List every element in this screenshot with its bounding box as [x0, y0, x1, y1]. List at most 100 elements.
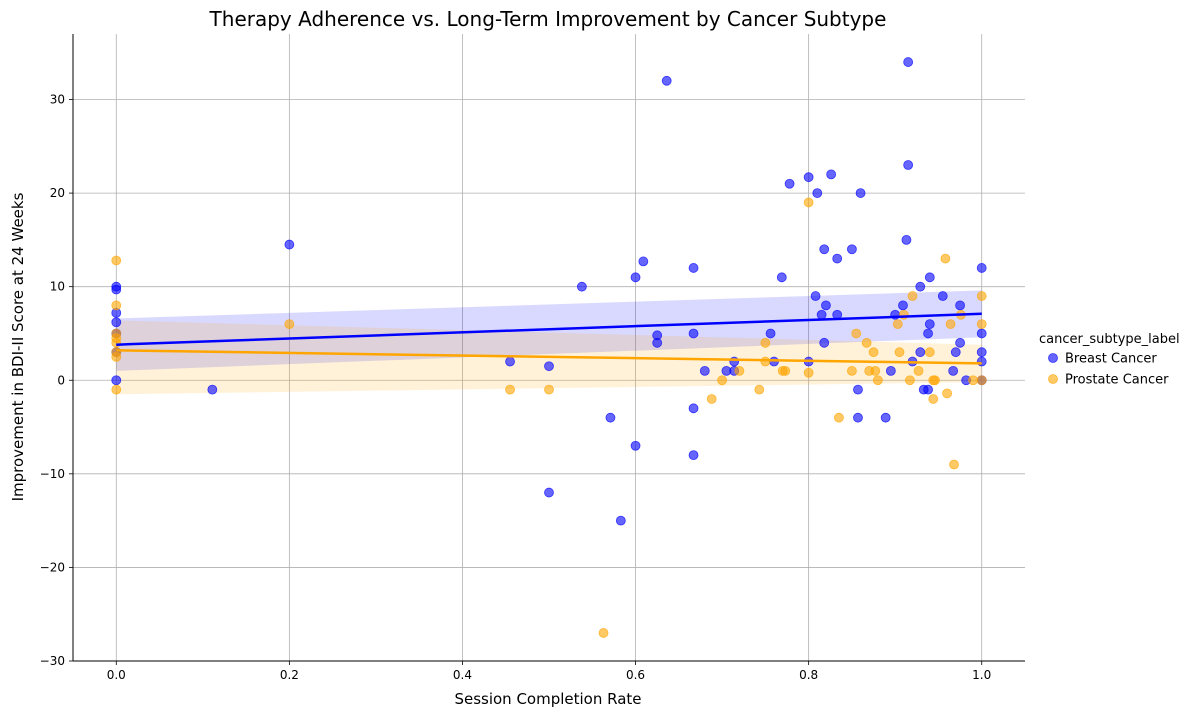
- breast-cancer-point: [505, 356, 515, 367]
- prostate-cancer-point: [861, 337, 872, 348]
- prostate-cancer-point: [111, 337, 122, 348]
- prostate-cancer-point: [968, 375, 978, 386]
- breast-cancer-point: [765, 328, 776, 339]
- y-tick-label: 10: [50, 280, 65, 294]
- prostate-cancer-point: [847, 365, 857, 376]
- prostate-cancer-point: [930, 375, 940, 386]
- breast-cancer-point: [812, 188, 823, 198]
- breast-cancer-point: [976, 347, 987, 358]
- prostate-cancer-point: [942, 388, 953, 399]
- breast-cancer-point: [111, 317, 122, 328]
- prostate-cancer-point: [904, 375, 915, 386]
- breast-cancer-point: [776, 272, 787, 283]
- breast-cancer-point: [688, 263, 699, 273]
- legend-label-prostate-cancer: Prostate Cancer: [1065, 373, 1169, 388]
- prostate-cancer-point: [803, 367, 814, 378]
- y-tick-label: 20: [50, 186, 65, 200]
- prostate-cancer-point: [976, 375, 987, 386]
- prostate-cancer-point: [851, 328, 862, 339]
- breast-cancer-point: [630, 272, 641, 283]
- breast-cancer-point: [950, 347, 961, 358]
- breast-cancer-point: [924, 272, 935, 283]
- breast-cancer-point: [976, 328, 987, 339]
- prostate-cancer-point: [892, 319, 903, 330]
- prostate-cancer-point: [872, 375, 883, 386]
- breast-cancer-point: [903, 160, 914, 170]
- breast-cancer-point: [915, 347, 926, 358]
- prostate-cancer-point: [976, 319, 987, 330]
- breast-cancer-point: [630, 440, 641, 451]
- prostate-cancer-point: [907, 291, 918, 301]
- legend-marker-prostate-cancer: [1048, 374, 1058, 384]
- breast-cancer-point: [207, 384, 218, 395]
- prostate-cancer-point: [111, 384, 122, 395]
- axes: [69, 34, 1025, 665]
- x-tick-label: 0.6: [626, 668, 645, 682]
- prostate-cancer-point: [111, 255, 122, 266]
- breast-cancer-point: [688, 450, 699, 461]
- chart-title: Therapy Adherence vs. Long-Term Improvem…: [209, 7, 887, 31]
- breast-cancer-confidence-band: [116, 290, 982, 371]
- breast-cancer-point: [937, 291, 948, 301]
- breast-cancer-point: [948, 365, 959, 376]
- y-tick-label: −30: [40, 654, 65, 668]
- breast-cancer-point: [652, 337, 663, 348]
- prostate-cancer-point: [544, 384, 554, 395]
- prostate-cancer-point: [284, 319, 295, 330]
- breast-cancer-point: [853, 412, 863, 423]
- breast-cancer-point: [915, 281, 926, 292]
- y-axis-title: Improvement in BDI-II Score at 24 Weeks: [9, 192, 27, 501]
- x-tick-label: 0.4: [453, 668, 472, 682]
- x-axis-title: Session Completion Rate: [454, 690, 641, 708]
- breast-cancer-point: [784, 178, 795, 189]
- prostate-cancer-point: [870, 365, 881, 376]
- breast-cancer-point: [819, 337, 830, 348]
- regression-lines: [116, 312, 982, 365]
- breast-cancer-point: [615, 515, 626, 526]
- breast-cancer-point: [699, 365, 710, 376]
- y-tick-label: 30: [50, 93, 65, 107]
- prostate-cancer-point: [924, 347, 935, 358]
- prostate-cancer-point: [505, 384, 515, 395]
- prostate-cancer-point: [949, 459, 959, 470]
- breast-cancer-point: [976, 263, 987, 273]
- prostate-cancer-point: [706, 394, 717, 404]
- prostate-cancer-point: [894, 347, 905, 358]
- y-tick-label: −10: [40, 467, 65, 481]
- breast-cancer-point: [810, 291, 821, 301]
- breast-cancer-point: [821, 300, 831, 311]
- breast-cancer-point: [976, 356, 987, 367]
- breast-cancer-point: [955, 300, 965, 311]
- x-tick-label: 0.2: [280, 668, 299, 682]
- prostate-cancer-point: [780, 365, 791, 376]
- prostate-cancer-point: [868, 347, 879, 358]
- breast-cancer-point: [284, 239, 295, 250]
- breast-cancer-point: [955, 337, 965, 348]
- prostate-cancer-point: [111, 351, 122, 362]
- breast-cancer-point: [638, 256, 649, 267]
- breast-cancer-point: [111, 284, 122, 295]
- breast-cancer-point: [885, 365, 896, 376]
- legend-marker-breast-cancer: [1048, 353, 1058, 363]
- prostate-cancer-point: [734, 365, 745, 376]
- prostate-cancer-point: [754, 384, 765, 395]
- breast-cancer-point: [803, 172, 814, 183]
- prostate-cancer-point: [598, 628, 609, 638]
- breast-cancer-point: [898, 300, 908, 311]
- breast-cancer-point: [544, 487, 554, 498]
- breast-cancer-point: [819, 244, 830, 255]
- breast-cancer-point: [855, 188, 866, 198]
- breast-cancer-point: [111, 375, 122, 386]
- breast-cancer-point: [816, 309, 827, 320]
- breast-cancer-point: [576, 281, 587, 292]
- breast-cancer-point: [903, 57, 914, 67]
- breast-cancer-point: [832, 253, 843, 264]
- prostate-cancer-point: [717, 375, 727, 386]
- breast-cancer-point: [826, 169, 837, 180]
- breast-cancer-point: [605, 412, 616, 423]
- prostate-cancer-point: [928, 394, 939, 404]
- y-tick-label: −20: [40, 560, 65, 574]
- prostate-cancer-point: [834, 412, 844, 423]
- x-tick-label: 0.0: [107, 668, 126, 682]
- tick-labels: 0.0 0.2 0.4 0.6 0.8 1.0 −30 −20 −10 0 10 20 30: [40, 93, 992, 682]
